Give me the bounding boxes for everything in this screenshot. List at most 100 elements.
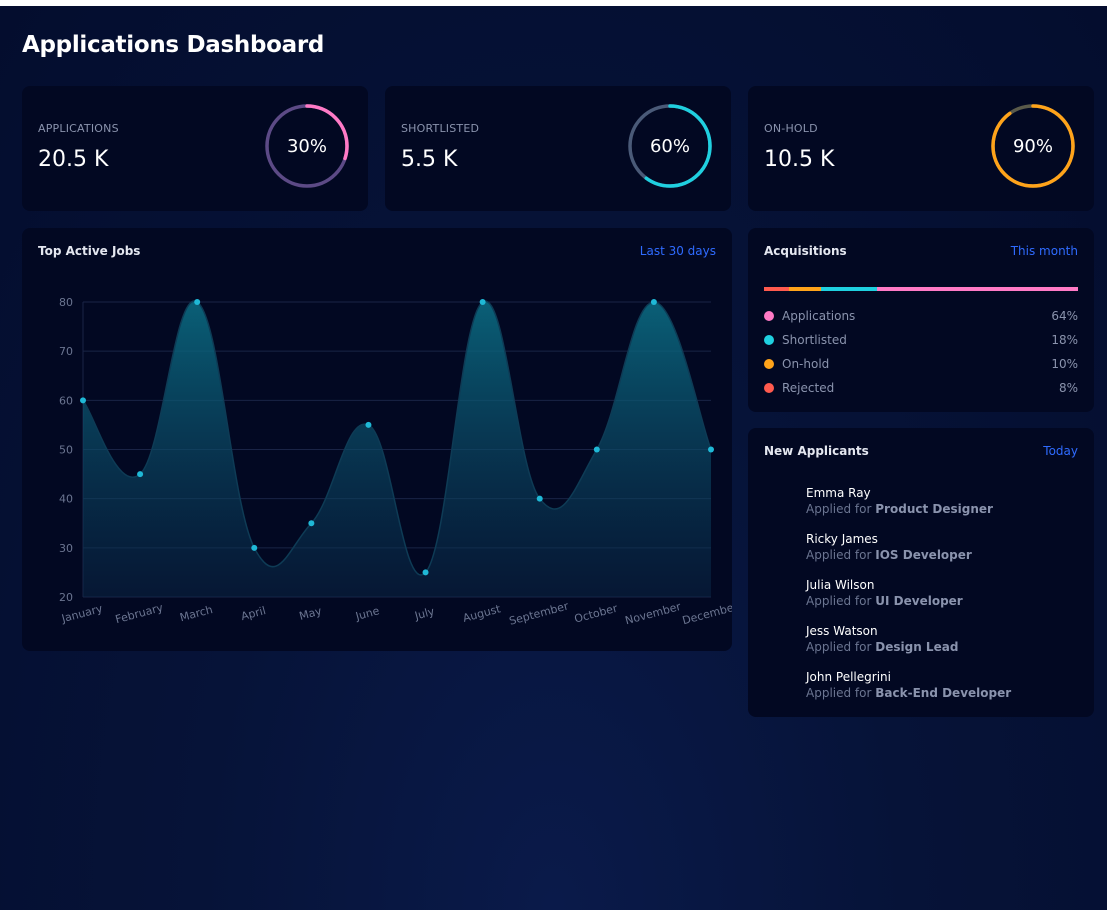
y-tick-label: 80 xyxy=(59,296,73,309)
ring-progress xyxy=(265,104,349,188)
data-point-february[interactable] xyxy=(137,471,144,478)
bar-segment-on-hold xyxy=(789,287,821,291)
progress-ring xyxy=(991,104,1075,188)
new-applicants-card: New Applicants Today Emma Ray Applied fo… xyxy=(748,428,1094,717)
x-tick-label: March xyxy=(178,603,214,624)
x-tick-label: June xyxy=(353,604,381,623)
bar-segment-rejected xyxy=(764,287,790,291)
stat-value: 10.5 K xyxy=(764,147,835,172)
applicant-role: Design Lead xyxy=(875,640,959,654)
applicant-item[interactable]: John Pellegrini Applied for Back-End Dev… xyxy=(806,670,1011,700)
legend-percent: 18% xyxy=(1051,333,1078,347)
y-tick-label: 40 xyxy=(59,493,73,506)
data-point-january[interactable] xyxy=(80,397,86,404)
progress-ring-percent: 30% xyxy=(286,135,327,157)
y-tick-label: 60 xyxy=(59,394,73,407)
applicant-name: Jess Watson xyxy=(806,624,878,638)
legend-row-shortlisted: Shortlisted 18% xyxy=(764,332,1078,348)
data-point-may[interactable] xyxy=(308,520,315,527)
x-tick-label: May xyxy=(298,604,324,623)
legend-row-on-hold: On-hold 10% xyxy=(764,356,1078,372)
data-point-october[interactable] xyxy=(593,446,600,453)
x-tick-label: February xyxy=(114,601,165,626)
progress-ring-percent: 60% xyxy=(649,135,690,157)
progress-ring-percent: 90% xyxy=(1012,135,1053,157)
stat-label: SHORTLISTED xyxy=(401,122,480,135)
applicant-role: IOS Developer xyxy=(875,548,972,562)
stat-value: 20.5 K xyxy=(38,147,109,172)
applicant-item[interactable]: Emma Ray Applied for Product Designer xyxy=(806,486,993,516)
area-fill xyxy=(83,301,711,597)
applicant-role: Product Designer xyxy=(875,502,993,516)
legend-dot-icon xyxy=(764,335,774,345)
legend-percent: 10% xyxy=(1051,357,1078,371)
applicant-name: Julia Wilson xyxy=(806,578,875,592)
y-tick-label: 20 xyxy=(59,591,73,604)
legend-label: Applications xyxy=(782,309,856,323)
applied-for-prefix: Applied for xyxy=(806,686,872,700)
x-tick-label: December xyxy=(681,600,732,627)
applied-for-prefix: Applied for xyxy=(806,594,872,608)
data-point-march[interactable] xyxy=(194,299,201,305)
applicant-applied-for: Applied for UI Developer xyxy=(806,594,963,608)
range-link-today[interactable]: Today xyxy=(1043,444,1078,458)
area-chart: 20 30 40 50 60 70 80 January February March April M… xyxy=(59,296,732,628)
x-tick-label: November xyxy=(624,600,683,627)
progress-ring xyxy=(265,104,349,188)
applicant-name: Ricky James xyxy=(806,532,878,546)
x-tick-label: January xyxy=(59,602,104,626)
ring-progress xyxy=(991,104,1075,188)
y-tick-label: 30 xyxy=(59,542,73,555)
applicant-item[interactable]: Jess Watson Applied for Design Lead xyxy=(806,624,958,654)
legend-percent: 8% xyxy=(1058,381,1078,395)
page-title: Applications Dashboard xyxy=(22,32,325,58)
applicant-applied-for: Applied for Product Designer xyxy=(806,502,993,516)
stat-label: APPLICATIONS xyxy=(38,122,119,135)
applied-for-prefix: Applied for xyxy=(806,640,872,654)
applicant-role: Back-End Developer xyxy=(875,686,1012,700)
legend-label: Shortlisted xyxy=(782,333,847,347)
card-title: Top Active Jobs xyxy=(38,244,141,258)
legend-percent: 64% xyxy=(1051,309,1078,323)
applicant-applied-for: Applied for IOS Developer xyxy=(806,548,972,562)
card-title: Acquisitions xyxy=(764,244,847,258)
data-point-november[interactable] xyxy=(650,299,657,305)
x-tick-label: October xyxy=(573,602,619,626)
stat-card-applications: APPLICATIONS 20.5 K 30% xyxy=(22,86,368,211)
applicant-item[interactable]: Ricky James Applied for IOS Developer xyxy=(806,532,972,562)
applicant-applied-for: Applied for Design Lead xyxy=(806,640,958,654)
data-point-june[interactable] xyxy=(365,421,372,428)
data-point-july[interactable] xyxy=(422,569,429,576)
top-active-jobs-card: Top Active Jobs Last 30 days 20 30 40 50 60 7… xyxy=(22,228,732,651)
y-tick-label: 70 xyxy=(59,345,73,358)
ring-progress xyxy=(628,104,712,188)
applicant-name: Emma Ray xyxy=(806,486,871,500)
acquisitions-stacked-bar xyxy=(764,287,1078,291)
applied-for-prefix: Applied for xyxy=(806,548,872,562)
applicant-item[interactable]: Julia Wilson Applied for UI Developer xyxy=(806,578,963,608)
bar-segment-shortlisted xyxy=(820,287,878,291)
legend-dot-icon xyxy=(764,359,774,369)
data-point-august[interactable] xyxy=(479,299,486,305)
data-point-september[interactable] xyxy=(536,495,543,502)
applied-for-prefix: Applied for xyxy=(806,502,872,516)
acquisitions-card: Acquisitions This month Applications 64%… xyxy=(748,228,1094,412)
range-link-this-month[interactable]: This month xyxy=(1010,244,1078,258)
y-tick-label: 50 xyxy=(59,444,73,457)
applicant-role: UI Developer xyxy=(875,594,963,608)
x-tick-label: April xyxy=(240,604,268,623)
data-point-april[interactable] xyxy=(251,544,258,551)
dashboard-page: Applications Dashboard APPLICATIONS 20.5… xyxy=(0,6,1107,910)
applicant-applied-for: Applied for Back-End Developer xyxy=(806,686,1011,700)
bar-segment-applications xyxy=(877,287,1078,291)
legend-dot-icon xyxy=(764,311,774,321)
data-point-december[interactable] xyxy=(708,446,714,453)
range-link-last-30-days[interactable]: Last 30 days xyxy=(639,244,716,258)
stat-value: 5.5 K xyxy=(401,147,458,172)
progress-ring xyxy=(628,104,712,188)
legend-row-rejected: Rejected 8% xyxy=(764,380,1078,396)
legend-label: Rejected xyxy=(782,381,835,395)
x-tick-label: August xyxy=(461,602,502,625)
legend-row-applications: Applications 64% xyxy=(764,308,1078,324)
legend-label: On-hold xyxy=(782,357,830,371)
